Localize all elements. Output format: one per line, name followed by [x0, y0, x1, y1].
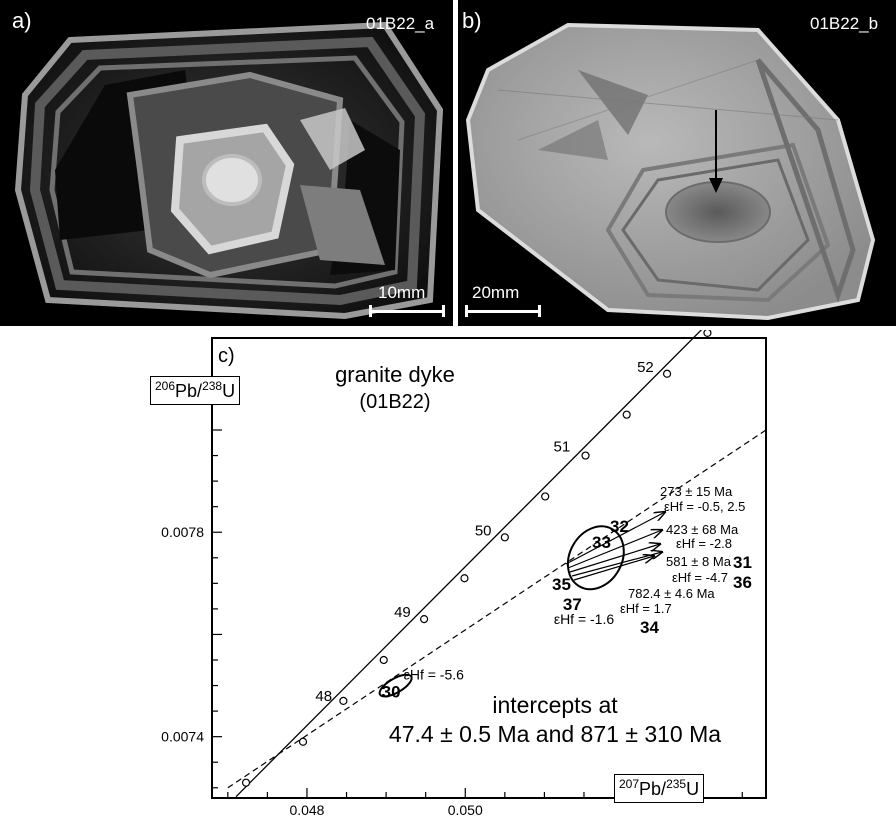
concordia-age-label: 52 — [637, 359, 654, 376]
spot-label: 35 — [552, 575, 571, 594]
panel-label-a: a) — [12, 8, 32, 33]
discordia-line — [227, 429, 767, 789]
ehf-annotation: εHf = 1.7 — [620, 601, 672, 616]
scalebar-tick — [465, 305, 468, 317]
chart-title: granite dyke — [335, 362, 455, 387]
concordia-age-label: 51 — [554, 439, 571, 456]
scalebar-tick — [369, 305, 372, 317]
intercepts-line1: intercepts at — [492, 692, 618, 718]
concordia-age-label: 50 — [475, 522, 492, 539]
concordia-age-label: 48 — [315, 688, 332, 705]
y-tick-label: 0.0078 — [161, 524, 204, 540]
concordia-age-marker — [662, 369, 672, 378]
concordia-age-label: 49 — [394, 604, 411, 621]
concordia-age-marker — [541, 492, 550, 501]
concordia-age-marker — [241, 778, 251, 787]
panel-label-c: c) — [218, 345, 235, 367]
discordant-arrow — [569, 544, 660, 573]
age-annotation: 423 ± 68 Ma — [666, 522, 739, 537]
scalebar-tick — [538, 305, 541, 317]
ehf-annotation: εHf = -0.5, 2.5 — [664, 499, 745, 514]
spot-label: 36 — [733, 573, 752, 592]
scalebar-a — [370, 310, 444, 313]
sample-id-a: 01B22_a — [366, 14, 435, 33]
scalebar-label-b: 20mm — [472, 283, 520, 302]
sample-id-b: 01B22_b — [810, 14, 879, 33]
cl-image-panel-a: a) 01B22_a 10mm — [0, 0, 453, 326]
ehf-label: εHf = -5.6 — [404, 667, 465, 683]
scalebar-label-a: 10mm — [378, 283, 426, 302]
concordia-curve — [235, 330, 703, 798]
concordia-age-marker — [379, 655, 388, 665]
chart-subtitle: (01B22) — [359, 391, 430, 413]
zircon-image-b — [465, 22, 876, 321]
concordia-age-marker — [500, 533, 509, 542]
age-annotation: 273 ± 15 Ma — [660, 484, 733, 499]
spot-arrowhead — [709, 178, 723, 193]
ehf-label: εHf = -1.6 — [554, 611, 615, 627]
scalebar-b — [466, 310, 540, 313]
scalebar-tick — [442, 305, 445, 317]
age-annotation: 782.4 ± 4.6 Ma — [628, 586, 715, 601]
panel-label-b: b) — [462, 8, 482, 33]
ehf-annotation: εHf = -2.8 — [676, 536, 732, 551]
discordant-arrow — [573, 556, 654, 581]
discordant-arrow — [565, 512, 665, 565]
age-annotation: 581 ± 8 Ma — [666, 554, 732, 569]
y-tick-label: 0.0074 — [161, 729, 204, 745]
zircon-image-a — [14, 21, 444, 320]
spot-label: 30 — [382, 683, 401, 702]
cl-image-panel-b: b) 01B22_b 20mm — [458, 0, 896, 326]
spot-label: 37 — [563, 595, 582, 614]
spot-label: 31 — [733, 553, 752, 572]
x-axis-label: 207Pb/235U — [614, 774, 705, 803]
spot-label: 34 — [640, 618, 659, 637]
spot-label: 32 — [610, 517, 629, 536]
error-ellipse — [566, 525, 625, 591]
plot-frame — [211, 337, 767, 799]
discordant-arrow — [567, 530, 662, 569]
concordia-age-marker — [703, 330, 712, 337]
x-tick-label: 0.050 — [448, 802, 483, 818]
spot-label: 33 — [592, 533, 611, 552]
ehf-annotation: εHf = -4.7 — [672, 570, 728, 585]
concordia-age-marker — [339, 696, 348, 705]
y-axis-label: 206Pb/238U — [150, 376, 241, 405]
intercepts-line2: 47.4 ± 0.5 Ma and 871 ± 310 Ma — [389, 721, 721, 747]
concordia-age-marker — [581, 451, 590, 460]
concordia-age-marker — [298, 737, 308, 746]
concordia-age-marker — [420, 615, 429, 624]
x-tick-label: 0.048 — [289, 802, 324, 818]
error-ellipse — [378, 673, 413, 698]
concordia-age-marker — [622, 410, 631, 419]
concordia-age-marker — [460, 574, 469, 583]
